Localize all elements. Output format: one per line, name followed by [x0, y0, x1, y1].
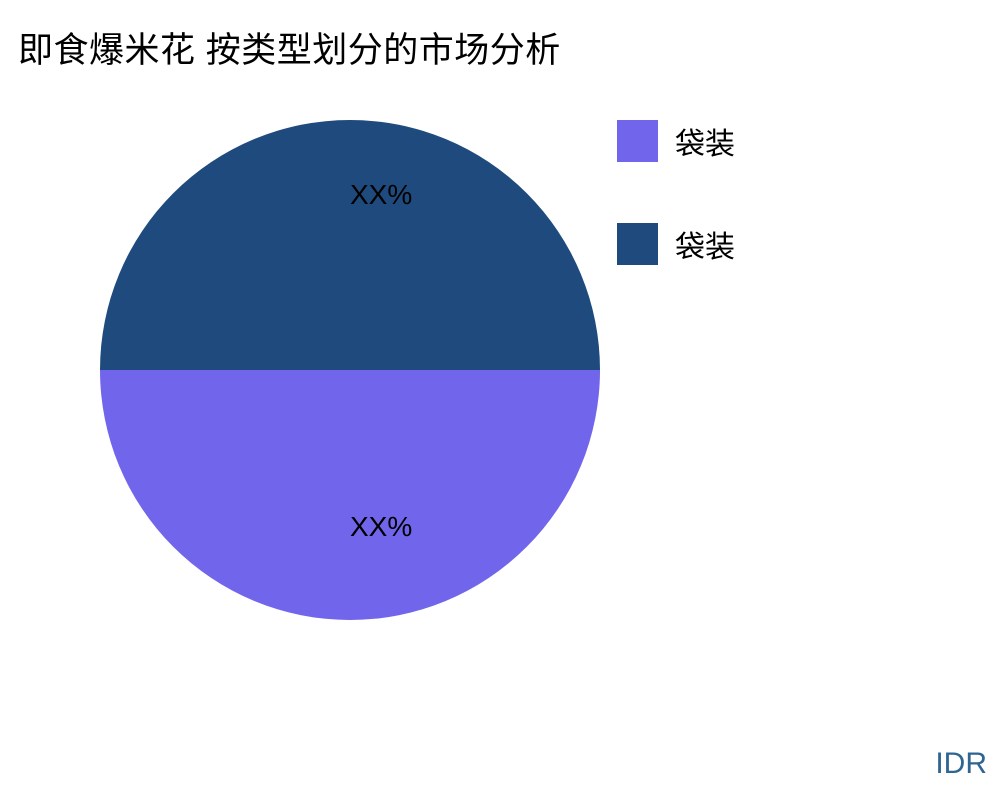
legend-swatch [617, 223, 658, 265]
legend-swatch [617, 120, 658, 162]
legend-item: 袋装 [617, 119, 735, 163]
watermark-text: IDR [935, 747, 987, 780]
pie-slice-top-value-label: XX% [350, 179, 413, 210]
legend-item: 袋装 [617, 222, 735, 266]
legend-label: 袋装 [675, 128, 735, 161]
legend-label: 袋装 [675, 231, 735, 264]
chart-title: 即食爆米花 按类型划分的市场分析 [18, 31, 561, 70]
legend: 袋装 袋装 [617, 119, 735, 266]
pie-chart [100, 120, 600, 620]
pie-slice-bottom [100, 370, 600, 620]
pie-slice-top [100, 120, 600, 370]
pie-slice-bottom-value-label: XX% [350, 511, 413, 542]
